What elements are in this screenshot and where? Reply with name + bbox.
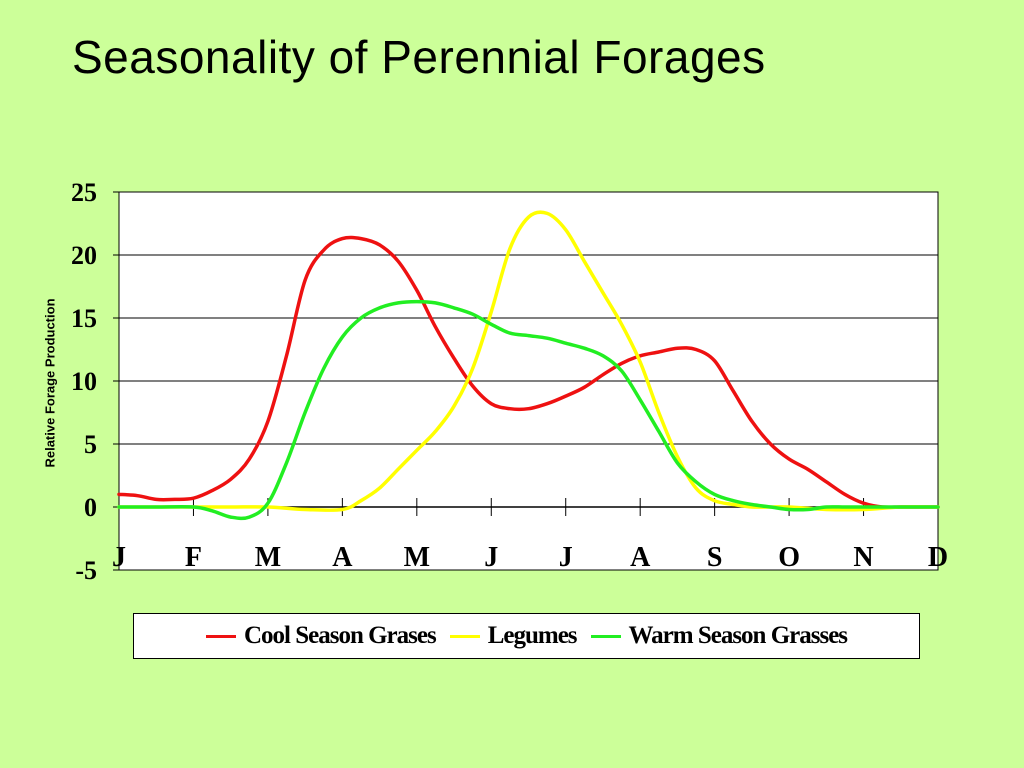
x-tick-label: J bbox=[112, 542, 126, 573]
x-tick-label: A bbox=[332, 542, 353, 573]
y-tick-label: 20 bbox=[71, 241, 97, 270]
legend-item: Cool Season Grases bbox=[205, 622, 437, 650]
x-tick-label: N bbox=[853, 542, 873, 573]
legend-swatch bbox=[205, 634, 236, 638]
x-tick-label: O bbox=[778, 542, 800, 573]
legend-item: Warm Season Grasses bbox=[590, 622, 848, 650]
legend-swatch bbox=[590, 634, 621, 638]
y-tick-label: 0 bbox=[84, 493, 97, 522]
y-tick-label: 15 bbox=[71, 304, 97, 333]
legend-swatch bbox=[449, 634, 480, 638]
series-line-2 bbox=[117, 210, 940, 513]
series-lines bbox=[117, 210, 940, 521]
legend-item: Legumes bbox=[449, 622, 578, 650]
legend-label: Warm Season Grasses bbox=[628, 622, 848, 649]
y-tick-label: 25 bbox=[71, 178, 97, 207]
slide-title: Seasonality of Perennial Forages bbox=[72, 31, 766, 83]
tick-labels: 25 20 15 10 5 0 -5 J F M A M J J A S O N D bbox=[71, 178, 948, 585]
gridlines bbox=[119, 254, 938, 445]
x-tick-label: D bbox=[928, 542, 948, 573]
series-line-1 bbox=[117, 235, 940, 510]
legend-label: Cool Season Grases bbox=[243, 622, 437, 649]
forage-line-chart: 25 20 15 10 5 0 -5 J F M A M J J A S O N D bbox=[71, 178, 948, 585]
y-tick-label: 5 bbox=[84, 430, 97, 459]
y-tick-label: 10 bbox=[71, 367, 97, 396]
y-tick-label: -5 bbox=[75, 556, 97, 585]
legend-label: Legumes bbox=[487, 622, 578, 649]
x-tick-label: J bbox=[484, 542, 498, 573]
x-tick-label: J bbox=[559, 542, 573, 573]
x-tick-label: A bbox=[630, 542, 651, 573]
x-tick-label: M bbox=[255, 542, 281, 573]
x-tick-label: S bbox=[707, 542, 723, 573]
series-line-3 bbox=[117, 299, 940, 521]
x-tick-label: F bbox=[185, 542, 202, 573]
chart-legend: Cool Season Grases Legumes Warm Season Gra… bbox=[133, 613, 920, 659]
x-tick-label: M bbox=[404, 542, 430, 573]
